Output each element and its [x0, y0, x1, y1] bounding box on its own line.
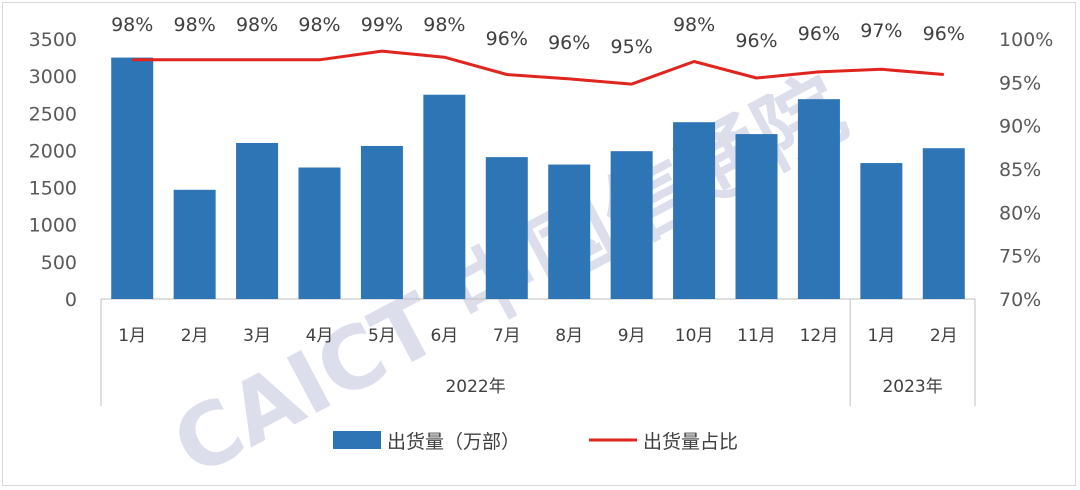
x-category-label: 1月 [867, 326, 895, 346]
data-label-share: 98% [298, 14, 340, 36]
line-share [132, 49, 944, 86]
data-label-share: 98% [111, 14, 153, 36]
x-category-label: 8月 [555, 326, 583, 346]
data-label-share: 98% [673, 14, 715, 36]
data-label-share: 96% [798, 23, 840, 45]
bar-shipments [548, 164, 591, 299]
y-left-tick-label: 0 [65, 289, 77, 311]
x-group-label: 2023年 [882, 377, 942, 397]
y-left-tick-label: 1000 [29, 215, 77, 237]
data-label-share: 98% [174, 14, 216, 36]
bar-shipments [797, 99, 840, 300]
x-category-label: 11月 [737, 326, 776, 346]
data-label-share: 96% [486, 28, 528, 50]
y-right-tick-label: 85% [999, 159, 1041, 181]
data-label-share: 96% [735, 30, 777, 52]
bar-shipments [922, 148, 965, 299]
x-category-label: 9月 [618, 326, 646, 346]
bar-shipments [360, 145, 403, 299]
y-left-tick-label: 2500 [29, 103, 77, 125]
bar-shipments [173, 189, 216, 299]
x-category-label: 10月 [675, 326, 714, 346]
chart-canvas: CAICT 中国信通院 0500100015002000250030003500… [29, 14, 1054, 487]
bar-shipments [735, 134, 778, 299]
data-label-share: 97% [860, 20, 902, 42]
y-left-tick-label: 2000 [29, 140, 77, 162]
x-category-label: 4月 [306, 326, 334, 346]
y-right-tick-label: 100% [999, 29, 1053, 51]
bar-shipments [860, 163, 903, 299]
x-category-label: 2月 [181, 326, 209, 346]
x-category-label: 12月 [800, 326, 839, 346]
bar-shipments [298, 167, 341, 299]
data-label-share: 95% [611, 36, 653, 58]
bar-shipments [673, 122, 716, 299]
y-left-tick-label: 3500 [29, 29, 77, 51]
x-category-label: 2月 [930, 326, 958, 346]
y-right-tick-label: 70% [999, 289, 1041, 311]
y-right-tick-label: 80% [999, 202, 1041, 224]
y-left-tick-label: 3000 [29, 66, 77, 88]
y-right-tick-label: 95% [999, 72, 1041, 94]
bar-shipments [236, 143, 279, 299]
data-label-share: 98% [236, 14, 278, 36]
x-category-label: 6月 [430, 326, 458, 346]
legend-swatch-bar [333, 431, 381, 449]
legend-label-line: 出货量占比 [643, 431, 738, 453]
data-label-share: 96% [923, 23, 965, 45]
data-label-share: 96% [548, 32, 590, 54]
x-category-label: 3月 [243, 326, 271, 346]
x-category-label: 1月 [118, 326, 146, 346]
bar-shipments [423, 94, 466, 299]
y-left-tick-label: 500 [41, 252, 77, 274]
legend-label-bar: 出货量（万部） [387, 431, 520, 453]
data-label-share: 98% [423, 14, 465, 36]
bar-shipments [610, 151, 653, 299]
y-left-tick-label: 1500 [29, 178, 77, 200]
data-label-share: 99% [361, 14, 403, 36]
x-category-label: 7月 [493, 326, 521, 346]
x-category-label: 5月 [368, 326, 396, 346]
y-right-tick-label: 75% [999, 246, 1041, 268]
y-right-tick-label: 90% [999, 116, 1041, 138]
bar-shipments [485, 157, 528, 299]
bar-shipments [111, 57, 154, 300]
x-group-label: 2022年 [445, 377, 505, 397]
